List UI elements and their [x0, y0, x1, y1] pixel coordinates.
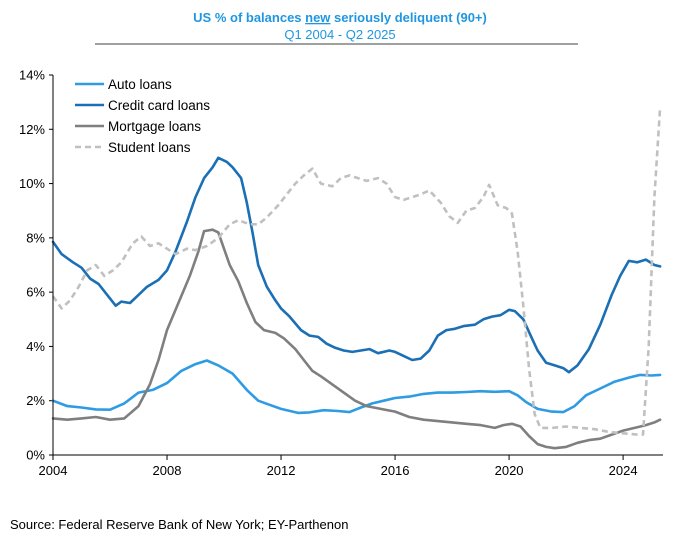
auto-loans-legend-label: Auto loans [108, 77, 172, 92]
chart-title-post: seriously deliquent (90+) [330, 10, 486, 25]
auto-loans-line [51, 359, 662, 415]
x-tick-label: 2020 [495, 463, 524, 478]
mortgage-loans-legend-label: Mortgage loans [108, 119, 201, 134]
y-tick-label: 8% [26, 230, 45, 245]
credit-card-loans-line [51, 156, 662, 374]
chart-legend: Auto loans Credit card loans Mortgage loan… [75, 77, 210, 155]
chart-subtitle: Q1 2004 - Q2 2025 [284, 27, 395, 42]
y-tick-label: 4% [26, 339, 45, 354]
x-axis-ticks: 2004 2008 2012 2016 2020 2024 [39, 455, 638, 478]
student-loans-legend-label: Student loans [108, 140, 191, 155]
chart-title-pre: US % of balances [193, 10, 305, 25]
y-tick-label: 2% [26, 393, 45, 408]
y-tick-label: 12% [19, 122, 45, 137]
y-tick-label: 6% [26, 285, 45, 300]
chart-title: US % of balances new seriously deliquent… [193, 10, 487, 25]
credit-card-loans-legend-label: Credit card loans [108, 98, 210, 113]
x-tick-label: 2004 [39, 463, 68, 478]
x-tick-label: 2024 [609, 463, 638, 478]
y-tick-label: 14% [19, 68, 45, 83]
y-axis-ticks: 0% 2% 4% 6% 8% 10% 12% 14% [19, 68, 53, 463]
series-lines [51, 107, 662, 450]
x-tick-label: 2008 [153, 463, 182, 478]
source-note: Source: Federal Reserve Bank of New York… [10, 517, 349, 532]
y-tick-label: 10% [19, 176, 45, 191]
mortgage-loans-line [51, 228, 662, 450]
x-tick-label: 2012 [267, 463, 296, 478]
x-tick-label: 2016 [381, 463, 410, 478]
chart-title-underlined: new [305, 10, 331, 25]
y-tick-label: 0% [26, 448, 45, 463]
student-loans-line [51, 107, 662, 436]
